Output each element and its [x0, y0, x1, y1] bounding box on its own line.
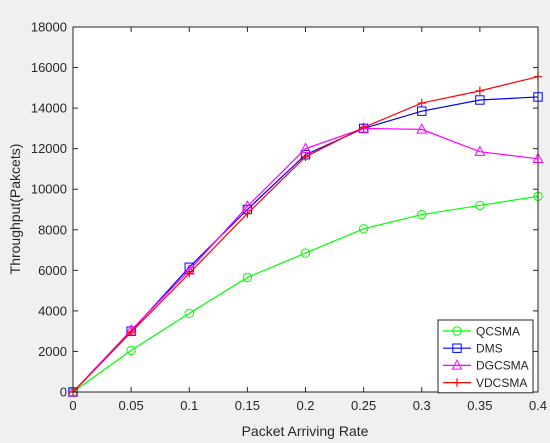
data-point-dgcsma	[299, 142, 312, 153]
y-tick-label: 10000	[31, 182, 67, 197]
legend-item-vdcsma: VDCSMA	[443, 376, 527, 390]
data-point-vdcsma	[301, 152, 310, 161]
x-tick-label: 0.3	[413, 398, 431, 413]
data-point-qcsma	[184, 308, 194, 319]
legend-marker-dgcsma	[451, 359, 463, 370]
x-tick-label: 0.05	[118, 398, 143, 413]
legend-label-qcsma: QCSMA	[476, 324, 520, 338]
y-tick-label: 16000	[31, 60, 67, 75]
legend-label-dgcsma: DGCSMA	[476, 359, 529, 373]
data-point-qcsma	[300, 248, 311, 258]
legend-item-dms: DMS	[443, 342, 503, 356]
data-point-qcsma	[126, 345, 136, 356]
x-axis-ticks: 0 0.05 0.1 0.15 0.2 0.25 0.3 0.35 0.4	[69, 27, 547, 413]
data-point-dgcsma	[416, 123, 428, 134]
legend: QCSMA DMS DGCSMA VDCSMA	[437, 319, 534, 394]
legend-marker-qcsma	[452, 326, 462, 336]
data-point-vdcsma	[243, 209, 252, 218]
y-axis-label: Throughput(Pakcets)	[7, 144, 23, 275]
legend-item-qcsma: QCSMA	[443, 324, 520, 338]
legend-marker-vdcsma	[452, 378, 462, 387]
legend-box	[437, 319, 534, 394]
legend-label-vdcsma: VDCSMA	[476, 376, 527, 390]
y-tick-label: 14000	[31, 101, 67, 116]
series-line-dgcsma	[72, 127, 539, 393]
x-tick-label: 0.4	[529, 398, 547, 413]
data-point-vdcsma	[126, 327, 136, 337]
legend-marker-dms	[452, 343, 462, 353]
data-point-qcsma	[417, 209, 427, 220]
y-tick-label: 18000	[31, 20, 67, 35]
y-tick-label: 4000	[38, 303, 67, 318]
x-tick-label: 0	[69, 398, 76, 413]
x-tick-label: 0.2	[296, 398, 314, 413]
series-layer	[67, 72, 544, 397]
data-point-vdcsma	[475, 86, 485, 96]
y-tick-label: 8000	[38, 222, 67, 237]
data-point-qcsma	[475, 200, 485, 211]
y-tick-label: 0	[60, 385, 67, 400]
y-tick-label: 6000	[38, 263, 67, 278]
x-tick-label: 0.15	[235, 398, 260, 413]
data-point-vdcsma	[417, 98, 426, 108]
y-axis-ticks: 0 2000 4000 6000 8000 10000 12000 14000 16000 180…	[31, 20, 538, 400]
data-point-qcsma	[242, 272, 253, 283]
x-axis-label: Packet Arriving Rate	[242, 423, 369, 439]
data-point-vdcsma	[359, 123, 368, 132]
x-tick-label: 0.25	[351, 398, 376, 413]
series-line-qcsma	[72, 195, 539, 393]
y-tick-label: 12000	[31, 141, 67, 156]
data-point-dms	[475, 95, 485, 105]
legend-label-dms: DMS	[476, 342, 503, 356]
data-point-dgcsma	[474, 145, 486, 156]
y-tick-label: 2000	[38, 344, 67, 359]
data-point-qcsma	[358, 224, 369, 234]
x-tick-label: 0.1	[180, 398, 198, 413]
x-tick-label: 0.35	[467, 398, 492, 413]
legend-item-dgcsma: DGCSMA	[443, 359, 529, 373]
data-point-vdcsma	[185, 269, 194, 278]
